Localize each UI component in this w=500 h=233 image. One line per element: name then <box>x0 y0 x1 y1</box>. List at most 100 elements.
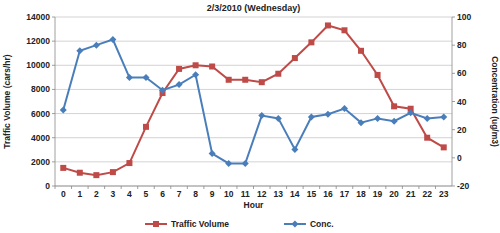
x-tick-label: 23 <box>439 189 449 199</box>
x-tick <box>104 186 105 189</box>
x-tick-label: 3 <box>111 189 116 199</box>
x-axis-label: Hour <box>244 200 265 210</box>
y2-axis-label: Concentration (ug/m3) <box>490 56 500 147</box>
data-point <box>242 160 249 167</box>
data-point <box>325 22 331 28</box>
data-point <box>424 115 431 122</box>
x-tick-label: 15 <box>307 189 317 199</box>
x-tick-label: 8 <box>193 189 198 199</box>
data-point <box>275 115 282 122</box>
legend-marker <box>291 221 298 228</box>
x-tick <box>352 186 353 189</box>
legend-label: Conc. <box>310 219 334 229</box>
y2-tick <box>452 186 455 187</box>
y-tick-label: 4000 <box>31 133 50 143</box>
y2-tick-label: 60 <box>457 68 467 78</box>
data-point <box>242 77 248 83</box>
legend: Traffic Volume Conc. <box>145 219 334 229</box>
x-tick <box>121 186 122 189</box>
data-point <box>60 165 66 171</box>
x-tick-label: 10 <box>224 189 234 199</box>
y-tick-label: 12000 <box>26 36 50 46</box>
data-point <box>259 79 265 85</box>
x-tick-label: 21 <box>406 189 416 199</box>
data-point <box>159 87 166 94</box>
x-tick <box>319 186 320 189</box>
y2-tick <box>452 101 455 102</box>
x-tick-label: 2 <box>94 189 99 199</box>
y-tick-label: 6000 <box>31 109 50 119</box>
x-tick <box>303 186 304 189</box>
data-point <box>308 113 315 120</box>
data-point <box>225 160 232 167</box>
data-point <box>440 113 447 120</box>
x-tick <box>402 186 403 189</box>
x-tick-label: 7 <box>177 189 182 199</box>
data-point <box>341 105 348 112</box>
x-tick <box>435 186 436 189</box>
data-point <box>374 115 381 122</box>
x-tick-label: 0 <box>61 189 66 199</box>
grid-line <box>55 113 452 114</box>
x-tick <box>220 186 221 189</box>
x-tick-label: 4 <box>127 189 132 199</box>
y2-tick <box>452 157 455 158</box>
data-point <box>143 124 149 130</box>
y-tick <box>52 41 55 42</box>
x-tick-label: 6 <box>160 189 165 199</box>
title: 2/3/2010 (Wednesday) <box>207 3 300 13</box>
data-point <box>76 47 83 54</box>
data-point <box>93 42 100 49</box>
x-tick <box>203 186 204 189</box>
y-tick-label: 10000 <box>26 60 50 70</box>
x-tick <box>270 186 271 189</box>
y2-tick-label: 80 <box>457 40 467 50</box>
data-point <box>358 119 365 126</box>
x-tick-label: 12 <box>257 189 267 199</box>
grid-line <box>55 17 452 18</box>
data-point <box>209 150 216 157</box>
y-tick-label: 0 <box>45 181 50 191</box>
data-point <box>358 48 364 54</box>
x-tick <box>55 186 56 189</box>
y-tick <box>52 65 55 66</box>
grid-line <box>55 65 452 66</box>
x-tick <box>71 186 72 189</box>
x-tick-label: 1 <box>77 189 82 199</box>
y2-axis <box>452 17 453 186</box>
data-point <box>292 55 298 61</box>
legend-label: Traffic Volume <box>171 219 229 229</box>
data-point <box>126 74 133 81</box>
x-tick-label: 18 <box>356 189 366 199</box>
x-tick-label: 17 <box>340 189 350 199</box>
x-tick <box>286 186 287 189</box>
legend-marker <box>153 221 159 227</box>
data-point <box>424 135 430 141</box>
data-point <box>391 118 398 125</box>
y-tick <box>52 137 55 138</box>
grid-line <box>55 161 452 162</box>
data-point <box>142 74 149 81</box>
data-point <box>341 27 347 33</box>
data-point <box>176 81 183 88</box>
x-tick-label: 11 <box>241 189 250 199</box>
y2-tick-label: 40 <box>457 97 467 107</box>
y2-tick <box>452 129 455 130</box>
x-tick <box>137 186 138 189</box>
data-point <box>375 72 381 78</box>
x-tick-label: 14 <box>290 189 300 199</box>
data-point <box>93 172 99 178</box>
x-tick <box>253 186 254 189</box>
y2-tick <box>452 73 455 74</box>
x-tick <box>170 186 171 189</box>
y-axis <box>55 17 56 186</box>
data-point <box>109 36 116 43</box>
x-tick-label: 5 <box>144 189 149 199</box>
y2-tick <box>452 45 455 46</box>
y2-tick-label: 100 <box>457 12 471 22</box>
y-tick <box>52 17 55 18</box>
y-axis-label: Traffic Volume (cars/hr) <box>2 54 12 148</box>
x-tick-label: 20 <box>389 189 399 199</box>
x-tick-label: 16 <box>323 189 333 199</box>
data-point <box>60 106 67 113</box>
